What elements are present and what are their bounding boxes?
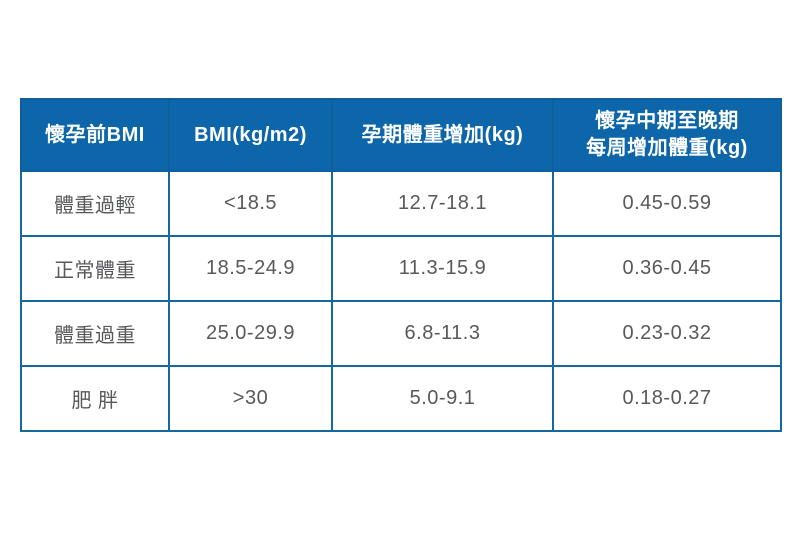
header-bmi-kgm2: BMI(kg/m2) bbox=[168, 98, 333, 172]
header-weekly-gain-2nd-3rd-trimester: 懷孕中期至晚期 每周增加體重(kg) bbox=[552, 98, 782, 172]
cell-category: 正常體重 bbox=[20, 235, 170, 302]
cell-bmi-range: 18.5-24.9 bbox=[168, 235, 333, 302]
table-row-underweight: 體重過輕 <18.5 12.7-18.1 0.45-0.59 bbox=[20, 170, 782, 237]
table-row-obese: 肥 胖 >30 5.0-9.1 0.18-0.27 bbox=[20, 365, 782, 432]
cell-total-gain: 5.0-9.1 bbox=[331, 365, 554, 432]
table-header-row: 懷孕前BMI BMI(kg/m2) 孕期體重增加(kg) 懷孕中期至晚期 每周增… bbox=[20, 98, 782, 172]
table-row-overweight: 體重過重 25.0-29.9 6.8-11.3 0.23-0.32 bbox=[20, 300, 782, 367]
cell-category: 肥 胖 bbox=[20, 365, 170, 432]
cell-category: 體重過重 bbox=[20, 300, 170, 367]
header-gestational-weight-gain: 孕期體重增加(kg) bbox=[331, 98, 554, 172]
header-prepregnancy-bmi: 懷孕前BMI bbox=[20, 98, 170, 172]
cell-weekly-gain: 0.23-0.32 bbox=[552, 300, 782, 367]
cell-weekly-gain: 0.18-0.27 bbox=[552, 365, 782, 432]
cell-weekly-gain: 0.36-0.45 bbox=[552, 235, 782, 302]
header-line-1: 懷孕中期至晚期 bbox=[595, 110, 739, 132]
cell-bmi-range: <18.5 bbox=[168, 170, 333, 237]
table-row-normal: 正常體重 18.5-24.9 11.3-15.9 0.36-0.45 bbox=[20, 235, 782, 302]
cell-category: 體重過輕 bbox=[20, 170, 170, 237]
cell-total-gain: 12.7-18.1 bbox=[331, 170, 554, 237]
cell-bmi-range: 25.0-29.9 bbox=[168, 300, 333, 367]
header-line-2: 每周增加體重(kg) bbox=[586, 137, 748, 159]
cell-weekly-gain: 0.45-0.59 bbox=[552, 170, 782, 237]
cell-total-gain: 11.3-15.9 bbox=[331, 235, 554, 302]
bmi-weight-gain-table: 懷孕前BMI BMI(kg/m2) 孕期體重增加(kg) 懷孕中期至晚期 每周增… bbox=[20, 98, 782, 432]
cell-bmi-range: >30 bbox=[168, 365, 333, 432]
cell-total-gain: 6.8-11.3 bbox=[331, 300, 554, 367]
